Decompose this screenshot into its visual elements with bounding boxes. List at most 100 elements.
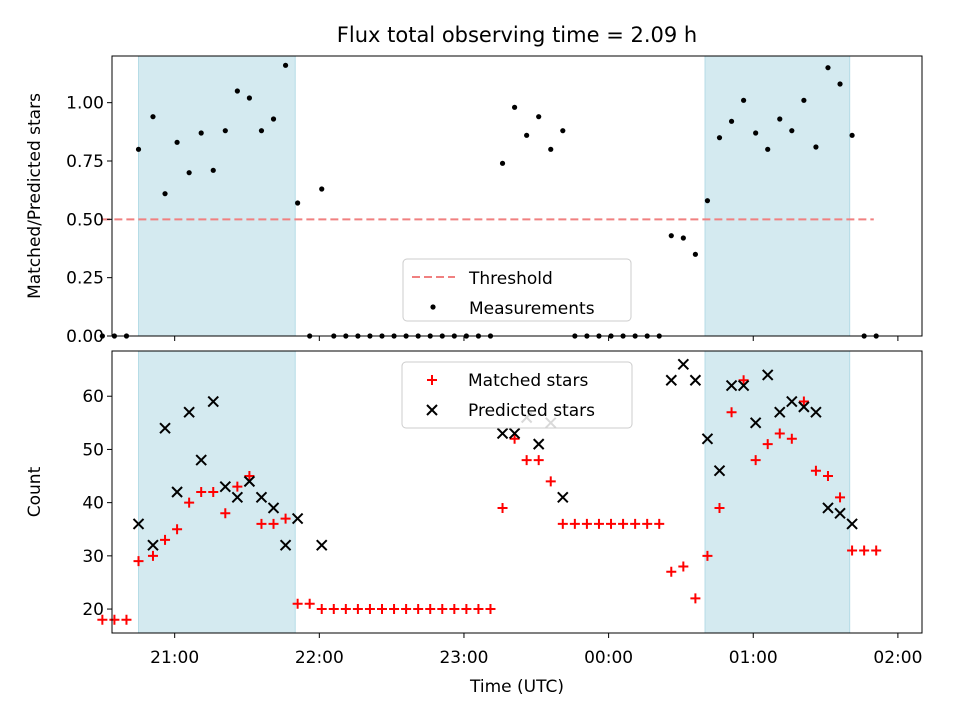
predicted-star-point — [255, 491, 268, 504]
measurement-point — [801, 97, 807, 103]
legend-matched-swatch — [427, 375, 437, 385]
measurement-point — [135, 146, 142, 152]
matched-star-point — [678, 561, 689, 572]
x-tick-label: 02:00 — [873, 648, 922, 668]
predicted-star-point — [810, 406, 822, 418]
matched-star-point — [121, 614, 132, 625]
legend-matched-label: Matched stars — [468, 371, 588, 391]
matched-star-point — [461, 604, 472, 615]
matched-star-point — [690, 593, 701, 604]
measurement-point — [150, 114, 156, 120]
matched-star-point — [569, 518, 580, 529]
predicted-star-point — [267, 502, 280, 514]
axes-frame — [111, 350, 923, 634]
matched-star-point — [786, 433, 797, 444]
predicted-star-point — [496, 427, 509, 440]
matched-star-point — [147, 550, 158, 561]
y-tick-label: 0.25 — [66, 269, 104, 289]
predicted-star-point — [737, 379, 750, 392]
measurement-point — [741, 97, 747, 103]
matched-star-point — [871, 545, 882, 556]
legend: Matched stars Predicted stars — [401, 361, 633, 429]
predicted-star-point — [689, 374, 702, 386]
matched-star-point — [859, 545, 870, 556]
y-axis-label: Count — [25, 466, 45, 517]
measurement-point — [753, 130, 759, 136]
predicted-star-point — [207, 395, 219, 408]
matched-star-point — [666, 566, 677, 577]
matched-star-point — [738, 375, 749, 386]
matched-star-point — [208, 487, 219, 497]
predicted-star-point — [171, 486, 183, 498]
matched-star-point — [581, 518, 592, 529]
x-tick-label: 01:00 — [729, 648, 778, 668]
measurement-point — [692, 251, 698, 257]
matched-star-point — [133, 556, 144, 567]
measurement-point — [548, 146, 554, 152]
matched-star-point — [184, 497, 195, 508]
predicted-star-point — [665, 374, 677, 386]
matched-star-point — [545, 476, 556, 487]
matched-star-point — [172, 524, 183, 535]
matched-star-point — [762, 439, 773, 450]
matched-star-point — [220, 508, 231, 519]
matched-star-point — [437, 604, 448, 615]
top-panel-measurements: 0.00 0.25 0.50 0.75 1.00 Matched/Predicted st… — [25, 23, 923, 347]
legend-predicted-label: Predicted stars — [468, 401, 595, 421]
matched-star-point — [810, 465, 821, 476]
measurement-point — [186, 170, 192, 176]
matched-star-point — [726, 407, 737, 418]
predicted-star-point — [219, 480, 232, 493]
predicted-star-point — [147, 539, 159, 551]
matched-star-point — [750, 455, 761, 466]
matched-star-point — [196, 487, 207, 497]
x-axis-label: Time (UTC) — [469, 677, 564, 697]
predicted-star-point — [279, 539, 292, 551]
y-tick-label: 40 — [82, 494, 104, 514]
x-tick-label: 22:00 — [295, 648, 344, 668]
measurement-point — [716, 135, 723, 141]
predicted-star-point — [132, 518, 145, 530]
measurement-point — [680, 235, 686, 241]
matched-star-point — [557, 518, 568, 529]
y-tick-label: 20 — [82, 600, 104, 620]
predicted-star-point — [713, 465, 726, 477]
matched-star-point — [835, 492, 846, 503]
matched-star-point — [280, 513, 291, 524]
matched-star-point — [328, 604, 339, 615]
predicted-star-point — [508, 427, 521, 440]
matched-star-point — [401, 604, 412, 615]
chart-title: Flux total observing time = 2.09 h — [337, 23, 697, 47]
measurement-point — [222, 128, 228, 134]
matched-star-point — [509, 433, 520, 444]
measurement-point — [837, 81, 843, 87]
matched-star-point — [714, 502, 725, 513]
legend-measurement-swatch — [430, 304, 436, 310]
matched-star-point — [630, 518, 641, 529]
x-tick-label: 21:00 — [150, 648, 199, 668]
matched-star-point — [642, 518, 653, 529]
observing-window-band — [704, 350, 851, 634]
y-tick-label: 50 — [82, 440, 104, 460]
x-tick-label: 23:00 — [439, 648, 488, 668]
legend-threshold-label: Threshold — [468, 269, 553, 289]
matched-star-point — [533, 455, 544, 466]
predicted-star-point — [701, 433, 714, 445]
measurement-point — [777, 116, 783, 122]
predicted-star-point — [822, 502, 834, 514]
predicted-star-point — [291, 512, 304, 525]
measurement-point — [499, 160, 506, 166]
matched-star-point — [364, 604, 375, 615]
legend-measurement-label: Measurements — [469, 299, 595, 319]
matched-star-point — [292, 598, 303, 609]
measurement-point — [234, 88, 240, 94]
matched-star-point — [389, 604, 400, 615]
matched-star-point — [774, 428, 785, 439]
measurement-point — [99, 333, 105, 339]
matched-star-point — [473, 604, 484, 615]
y-tick-label: 0.50 — [66, 210, 104, 230]
measurement-point — [560, 128, 566, 134]
y-axis-label: Matched/Predicted stars — [25, 93, 45, 299]
axes-frame — [111, 55, 923, 337]
